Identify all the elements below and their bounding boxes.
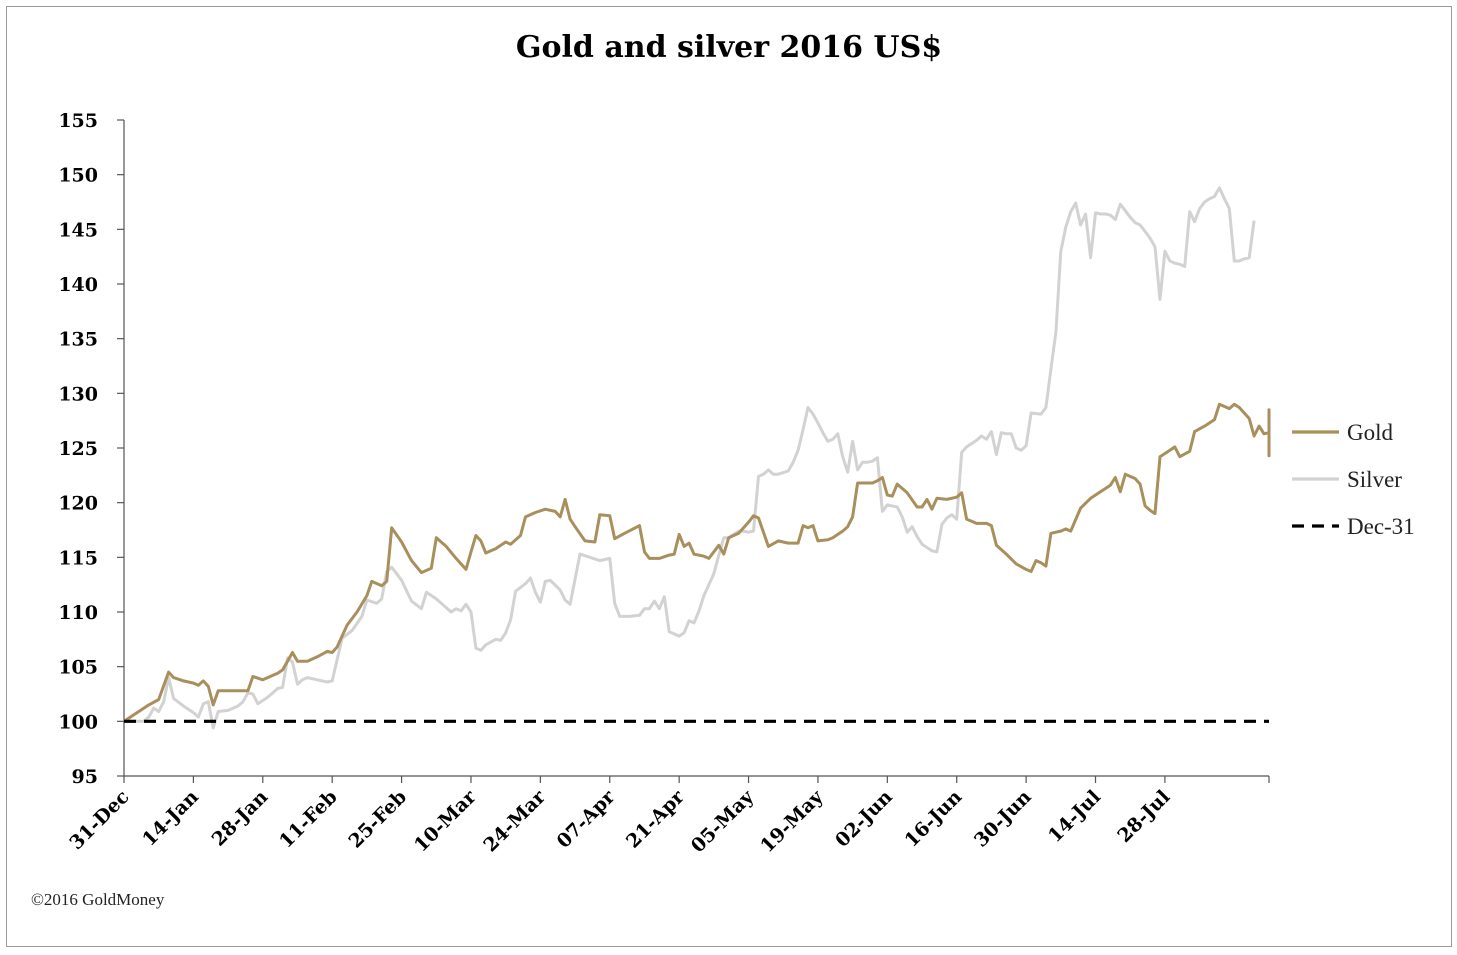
chart-svg: Gold and silver 2016 US$ 95 100 105 110 115 1…	[31, 30, 1415, 909]
y-tick-label: 140	[58, 274, 98, 296]
y-tick-label: 115	[58, 547, 98, 569]
y-tick-label: 105	[58, 657, 98, 679]
x-tick-label: 07-Apr	[553, 785, 620, 852]
y-tick-label: 150	[58, 165, 98, 187]
x-tick-label: 28-Jul	[1113, 786, 1174, 847]
legend: Gold Silver Dec-31	[1292, 420, 1415, 539]
chart-frame: Gold and silver 2016 US$ 95 100 105 110 115 1…	[6, 6, 1452, 947]
y-tick-label: 95	[72, 766, 98, 788]
x-tick-label: 14-Jul	[1044, 786, 1105, 847]
x-tick-label: 24-Mar	[479, 785, 550, 856]
series-line-silver	[124, 186, 1256, 730]
plot-area: 95 100 105 110 115 120 125 130 135 140 145 150 155 31…	[58, 110, 1271, 857]
chart-title: Gold and silver 2016 US$	[516, 30, 942, 65]
y-tick-label: 130	[58, 383, 98, 405]
x-tick-label: 11-Feb	[275, 786, 342, 853]
x-tick-label: 25-Feb	[345, 786, 412, 853]
x-tick-label: 21-Apr	[622, 785, 689, 852]
y-tick-label: 125	[58, 438, 98, 460]
x-tick-label: 30-Jun	[970, 786, 1036, 852]
x-tick-label: 14-Jan	[138, 786, 203, 851]
x-tick-label: 10-Mar	[410, 785, 481, 856]
y-tick-label: 110	[58, 602, 98, 624]
x-tick-label: 28-Jan	[208, 786, 273, 851]
x-tick-label: 16-Jun	[901, 786, 967, 852]
x-tick-label: 05-May	[687, 785, 759, 857]
y-tick-label: 100	[58, 711, 98, 733]
y-tick-label: 155	[58, 110, 98, 132]
copyright-notice: ©2016 GoldMoney	[31, 890, 165, 909]
y-tick-label: 145	[58, 219, 98, 241]
y-tick-label: 135	[58, 329, 98, 351]
y-tick-label: 120	[58, 493, 98, 515]
legend-label: Gold	[1347, 420, 1394, 445]
legend-label: Silver	[1347, 467, 1402, 492]
x-tick-label: 19-May	[756, 785, 828, 857]
x-tick-label: 31-Dec	[65, 786, 133, 854]
legend-label: Dec-31	[1347, 514, 1415, 539]
x-tick-label: 02-Jun	[831, 786, 897, 852]
series-line-gold	[123, 402, 1271, 723]
